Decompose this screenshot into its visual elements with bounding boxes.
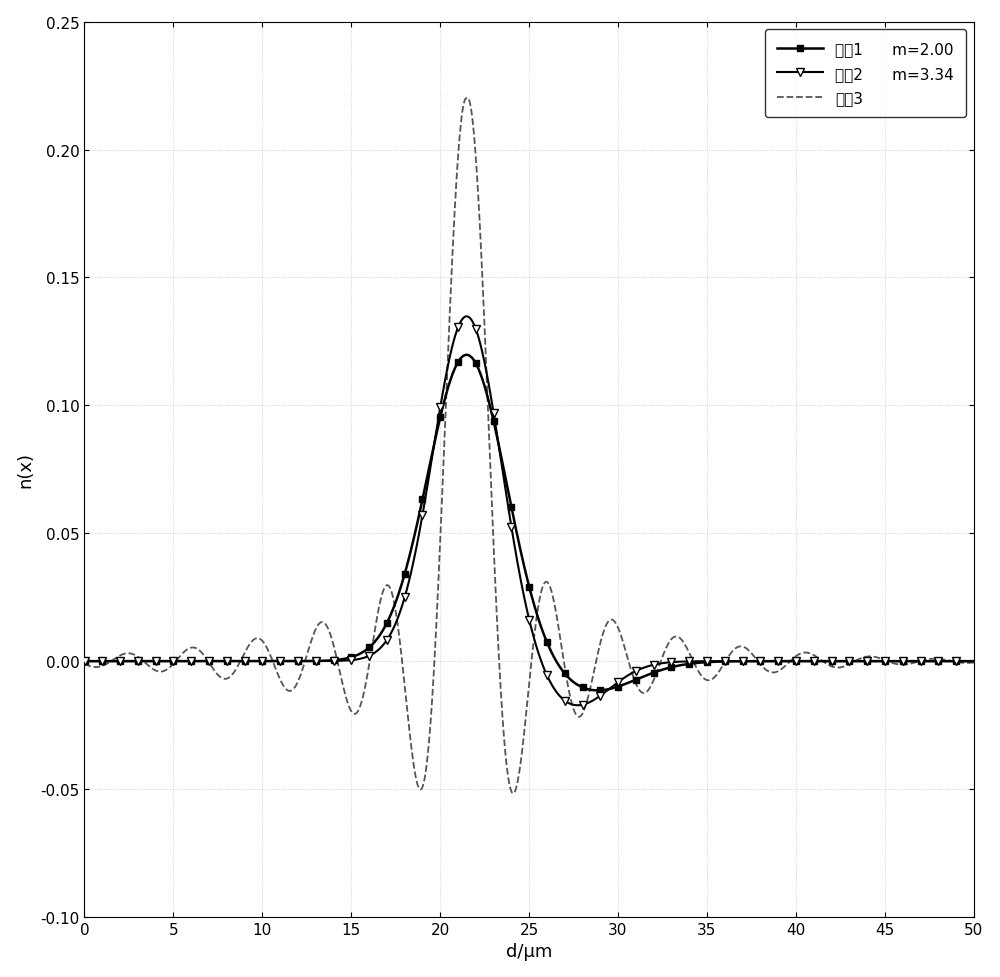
X-axis label: d/μm: d/μm [506,943,552,960]
Legend: 曲线1      m=2.00, 曲线2      m=3.34, 曲线3: 曲线1 m=2.00, 曲线2 m=3.34, 曲线3 [765,30,966,118]
Y-axis label: n(x): n(x) [17,451,35,488]
